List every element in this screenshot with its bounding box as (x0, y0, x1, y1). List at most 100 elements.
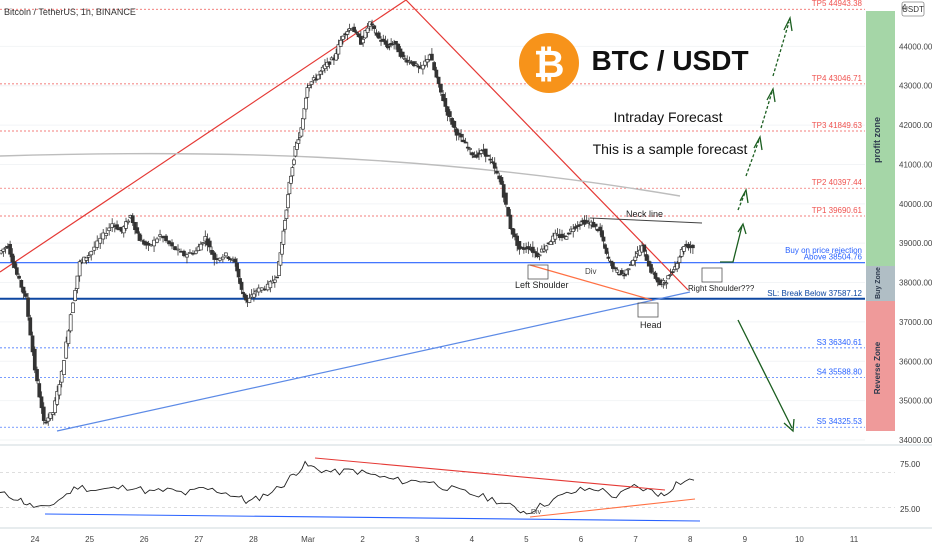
candle-body (537, 254, 542, 257)
level-label: Buy on price rejection (785, 246, 862, 255)
candle-body (1, 248, 6, 252)
candle-body (152, 239, 156, 247)
candle-body (416, 65, 421, 68)
candle-body (432, 62, 436, 71)
profit-zone-label: profit zone (872, 117, 882, 163)
candle-body (98, 237, 103, 244)
candle-body (268, 281, 273, 289)
price-tick-label: 39000.00 (899, 239, 932, 248)
reverse-zone-label: Reverse Zone (873, 341, 882, 394)
arrow-head-icon (783, 15, 793, 32)
candle-body (336, 44, 341, 55)
candle-body (50, 412, 55, 415)
candle-body (675, 263, 680, 270)
candle-body (452, 120, 457, 128)
candle-body (221, 256, 225, 260)
time-tick-label: 25 (85, 535, 94, 544)
candle-body (194, 250, 198, 254)
price-top-partial: 4 (902, 3, 907, 12)
downtrend-red-line (405, 0, 689, 291)
candle-body (314, 78, 318, 81)
currency-badge[interactable] (901, 1, 925, 17)
candle-body (682, 246, 686, 252)
candle-body (679, 249, 684, 257)
candle-body (430, 53, 434, 61)
time-tick-label: 27 (194, 535, 203, 544)
candle-body (354, 31, 359, 34)
candles (0, 19, 695, 426)
level-label: TP5 44943.38 (812, 0, 863, 8)
subheading-sample: This is a sample forecast (593, 141, 748, 157)
grid (0, 45, 865, 441)
price-tick-label: 44000.00 (899, 42, 932, 51)
candle-body (691, 244, 695, 249)
candle-body (121, 226, 126, 234)
candle-body (606, 256, 611, 259)
level-label: TP2 40397.44 (812, 178, 863, 187)
candle-body (445, 106, 450, 116)
candle-body (320, 66, 325, 72)
candle-body (617, 273, 622, 276)
time-tick-label: 28 (249, 535, 258, 544)
candle-body (44, 421, 48, 424)
candle-body (611, 262, 615, 269)
candle-body (215, 258, 219, 260)
price-tick-label: 40000.00 (899, 200, 932, 209)
candle-body (492, 162, 497, 169)
candle-body (619, 270, 624, 274)
candle-body (301, 118, 305, 130)
candle-body (436, 76, 441, 85)
candle-body (130, 215, 135, 224)
arrow-dash-2 (745, 139, 760, 177)
candle-body (631, 259, 635, 266)
arrow-down-icon (737, 319, 793, 429)
candle-body (26, 297, 30, 317)
candle-body (226, 256, 231, 259)
rsi-upper-label: 75.00 (900, 460, 921, 469)
candle-body (504, 192, 508, 205)
candle-body (515, 235, 519, 246)
candle-body (490, 161, 495, 164)
candle-body (32, 348, 37, 371)
candle-body (517, 241, 522, 250)
head-label: Head (640, 320, 662, 330)
candle-body (286, 194, 290, 209)
candle-body (423, 60, 428, 66)
candle-body (201, 242, 205, 244)
candle-body (95, 240, 100, 248)
candle-body (281, 230, 286, 245)
candle-body (252, 293, 256, 298)
candle-body (483, 148, 488, 157)
candle-body (575, 225, 580, 227)
candle-body (584, 220, 589, 223)
support-blue-line (56, 291, 691, 432)
candle-body (573, 226, 578, 229)
right-shoulder-box (701, 267, 723, 283)
candle-body (316, 74, 321, 80)
candle-body (626, 268, 631, 271)
time-tick-label: 2 (360, 535, 365, 544)
candle-body (327, 61, 332, 65)
candle-body (510, 228, 515, 235)
time-tick-label: 11 (850, 535, 859, 544)
candle-body (75, 275, 80, 289)
time-tick-label: 26 (140, 535, 149, 544)
candle-body (46, 417, 51, 422)
arrow-head-icon (753, 135, 763, 151)
subheading-intraday: Intraday Forecast (614, 109, 723, 125)
divergence-orange-line (529, 264, 653, 301)
candle-body (463, 141, 468, 144)
level-label: Above 38504.76 (804, 253, 863, 262)
candle-body (84, 257, 89, 261)
candle-body (239, 281, 244, 290)
rsi-lower-label: 25.00 (900, 505, 921, 514)
candle-body (247, 297, 252, 303)
candle-body (421, 64, 425, 70)
candle-body (17, 275, 21, 279)
candle-body (210, 250, 214, 255)
candle-body (637, 249, 642, 256)
candle-body (19, 280, 24, 288)
candle-body (624, 269, 629, 275)
time-tick-label: 4 (470, 535, 475, 544)
